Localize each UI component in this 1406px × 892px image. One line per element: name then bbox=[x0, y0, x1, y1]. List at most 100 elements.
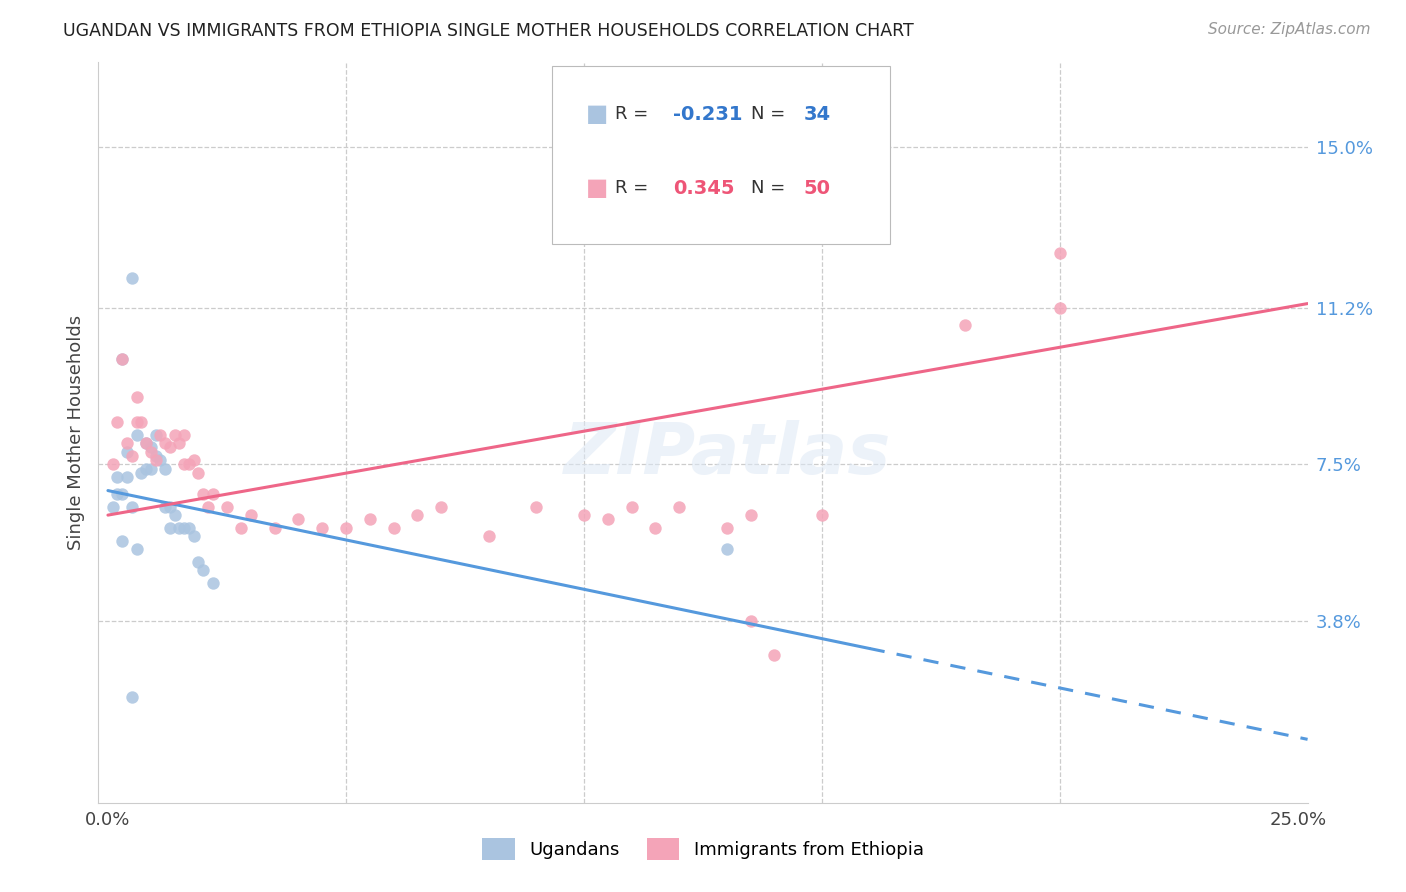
Point bbox=[115, 470, 138, 484]
Point bbox=[177, 521, 200, 535]
Point bbox=[145, 427, 167, 442]
Point bbox=[187, 466, 209, 480]
Point bbox=[111, 351, 134, 366]
Point bbox=[111, 487, 134, 501]
Point bbox=[139, 441, 162, 455]
Text: ZIPatlas: ZIPatlas bbox=[564, 420, 891, 490]
Point bbox=[263, 521, 285, 535]
Legend: Ugandans, Immigrants from Ethiopia: Ugandans, Immigrants from Ethiopia bbox=[482, 838, 924, 861]
Point bbox=[163, 508, 186, 522]
Text: 34: 34 bbox=[803, 104, 831, 124]
Point bbox=[135, 436, 157, 450]
Text: R =: R = bbox=[614, 179, 648, 197]
Point bbox=[111, 351, 134, 366]
Point bbox=[129, 466, 152, 480]
Point bbox=[191, 487, 214, 501]
Point bbox=[111, 533, 134, 548]
Y-axis label: Single Mother Households: Single Mother Households bbox=[66, 315, 84, 550]
Point bbox=[763, 648, 786, 662]
Point bbox=[740, 614, 762, 628]
Point bbox=[115, 444, 138, 458]
Point bbox=[406, 508, 429, 522]
Point bbox=[125, 541, 148, 556]
Point bbox=[129, 415, 152, 429]
Point bbox=[197, 500, 219, 514]
Text: 0.345: 0.345 bbox=[672, 178, 734, 198]
Point bbox=[115, 436, 138, 450]
Point bbox=[811, 508, 834, 522]
Point bbox=[572, 508, 595, 522]
Point bbox=[135, 461, 157, 475]
Point bbox=[596, 512, 619, 526]
Point bbox=[101, 458, 124, 472]
Point bbox=[201, 487, 224, 501]
FancyBboxPatch shape bbox=[551, 66, 890, 244]
Point bbox=[149, 427, 172, 442]
Point bbox=[953, 318, 976, 332]
Point bbox=[287, 512, 309, 526]
Point bbox=[740, 508, 762, 522]
Point bbox=[169, 436, 191, 450]
Point bbox=[215, 500, 238, 514]
Point bbox=[121, 449, 143, 463]
Point bbox=[159, 500, 181, 514]
Point bbox=[1049, 301, 1071, 315]
Point bbox=[139, 461, 162, 475]
Point bbox=[107, 487, 129, 501]
Point bbox=[153, 500, 176, 514]
Point bbox=[153, 436, 176, 450]
Point bbox=[183, 529, 205, 543]
Point bbox=[183, 453, 205, 467]
Text: 50: 50 bbox=[803, 178, 831, 198]
Point bbox=[359, 512, 381, 526]
Text: UGANDAN VS IMMIGRANTS FROM ETHIOPIA SINGLE MOTHER HOUSEHOLDS CORRELATION CHART: UGANDAN VS IMMIGRANTS FROM ETHIOPIA SING… bbox=[63, 22, 914, 40]
Point bbox=[163, 427, 186, 442]
Text: ■: ■ bbox=[586, 103, 607, 127]
Point bbox=[620, 500, 643, 514]
Point bbox=[177, 458, 200, 472]
Point bbox=[125, 390, 148, 404]
Point bbox=[201, 575, 224, 590]
Point bbox=[173, 458, 195, 472]
Text: R =: R = bbox=[614, 105, 648, 123]
Point bbox=[478, 529, 501, 543]
Point bbox=[149, 453, 172, 467]
Text: N =: N = bbox=[751, 179, 786, 197]
Point bbox=[159, 521, 181, 535]
Point bbox=[153, 461, 176, 475]
Point bbox=[159, 441, 181, 455]
Text: N =: N = bbox=[751, 105, 786, 123]
Point bbox=[139, 444, 162, 458]
Point bbox=[1049, 245, 1071, 260]
Point bbox=[173, 427, 195, 442]
Point bbox=[716, 541, 738, 556]
Point bbox=[121, 271, 143, 285]
Point bbox=[191, 563, 214, 577]
Point bbox=[231, 521, 253, 535]
Point bbox=[121, 690, 143, 704]
Point bbox=[668, 500, 690, 514]
Point bbox=[101, 500, 124, 514]
Point bbox=[524, 500, 547, 514]
Point bbox=[107, 415, 129, 429]
Point bbox=[145, 449, 167, 463]
Point bbox=[335, 521, 357, 535]
Text: -0.231: -0.231 bbox=[672, 104, 742, 124]
Point bbox=[644, 521, 666, 535]
Point bbox=[107, 470, 129, 484]
Point bbox=[382, 521, 405, 535]
Point bbox=[125, 415, 148, 429]
Point bbox=[169, 521, 191, 535]
Text: ■: ■ bbox=[586, 177, 607, 201]
Point bbox=[173, 521, 195, 535]
Point bbox=[125, 427, 148, 442]
Point bbox=[145, 453, 167, 467]
Point bbox=[135, 436, 157, 450]
Point bbox=[716, 521, 738, 535]
Point bbox=[239, 508, 262, 522]
Point bbox=[187, 555, 209, 569]
Point bbox=[121, 500, 143, 514]
Point bbox=[430, 500, 453, 514]
Point bbox=[311, 521, 333, 535]
Text: Source: ZipAtlas.com: Source: ZipAtlas.com bbox=[1208, 22, 1371, 37]
